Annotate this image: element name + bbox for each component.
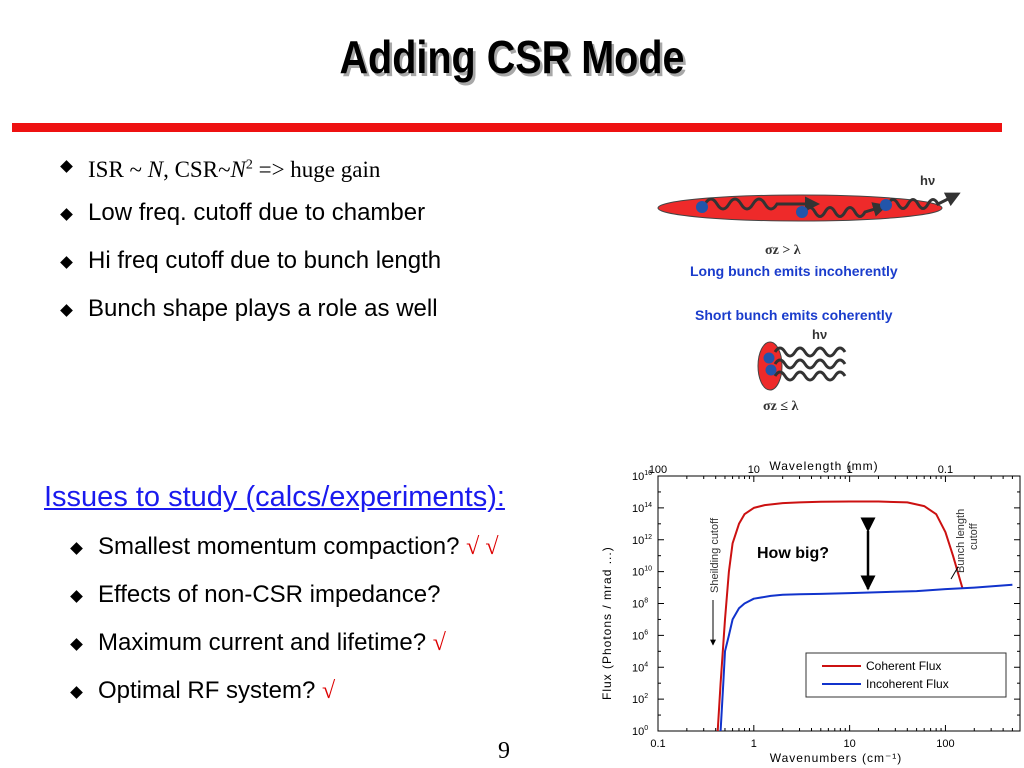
long-bunch-caption: Long bunch emits incoherently bbox=[690, 263, 898, 279]
series-line-1 bbox=[719, 583, 1013, 732]
bullet-text: Effects of non-CSR impedance? bbox=[98, 581, 441, 608]
top-tick-label: 1 bbox=[847, 464, 853, 476]
diamond-bullet-icon bbox=[60, 256, 73, 269]
top-tick-label: 0.1 bbox=[938, 464, 953, 476]
x-tick-label: 0.1 bbox=[650, 738, 665, 750]
diamond-bullet-icon bbox=[60, 304, 73, 317]
series-lines bbox=[716, 500, 1013, 732]
coherent-wave-2 bbox=[773, 358, 847, 370]
formula-exponent: 2 bbox=[245, 157, 253, 172]
shielding-cutoff-label: Sheilding cutoff bbox=[709, 517, 721, 593]
formula-part-isr: ISR ~ bbox=[88, 156, 148, 182]
y-tick-label: 1012 bbox=[632, 534, 652, 547]
y-tick-label: 102 bbox=[632, 693, 648, 706]
x-tick-label: 10 bbox=[844, 738, 856, 750]
legend-label-incoherent: Incoherent Flux bbox=[866, 677, 949, 691]
formula-n1: N bbox=[147, 156, 164, 182]
diamond-bullet-icon bbox=[70, 638, 83, 651]
bullet-text: Low freq. cutoff due to chamber bbox=[88, 199, 426, 226]
bullet-text: Bunch shape plays a role as well bbox=[88, 295, 438, 322]
long-bunch-condition: σz > λ bbox=[765, 243, 801, 258]
bullet-optimal-rf: Optimal RF system? √ bbox=[70, 676, 592, 724]
diamond-bullet-icon bbox=[70, 686, 83, 699]
legend-box bbox=[805, 652, 1007, 698]
slide-title: Adding CSR Mode bbox=[339, 31, 685, 83]
bullet-momentum-compaction: Smallest momentum compaction? √ √ bbox=[70, 532, 592, 580]
coherent-wave-1 bbox=[773, 346, 847, 358]
x-tick-label: 100 bbox=[936, 738, 954, 750]
top-tick-label: 10 bbox=[748, 464, 760, 476]
short-bunch-condition: σz ≤ λ bbox=[763, 399, 799, 414]
bunch-length-arrow bbox=[950, 566, 959, 580]
bunch-emission-diagram: hν σz > λ Long bunch emits incoherently … bbox=[657, 173, 961, 414]
bullet-text: Hi freq cutoff due to bunch length bbox=[88, 247, 442, 274]
bullet-text: Optimal RF system? bbox=[98, 677, 316, 704]
top-bullet-list: ISR ~ N, CSR~N2 => huge gain Low freq. c… bbox=[60, 150, 602, 342]
bullet-text: Maximum current and lifetime? bbox=[98, 629, 427, 656]
diamond-bullet-icon bbox=[70, 590, 83, 603]
top-axis-label: Wavelength (mm) bbox=[769, 459, 878, 473]
issues-heading: Issues to study (calcs/experiments): bbox=[44, 481, 505, 513]
wave-photon-1 bbox=[703, 196, 820, 212]
bunch-length-label-1: Bunch length bbox=[955, 509, 967, 573]
checkmark-icon: √ √ bbox=[466, 534, 499, 560]
coherent-wave-3 bbox=[773, 370, 847, 382]
legend-label-coherent: Coherent Flux bbox=[866, 659, 941, 673]
wave-photon-2 bbox=[803, 202, 888, 218]
wave-photon-3 bbox=[886, 192, 961, 210]
bullet-hi-freq-cutoff: Hi freq cutoff due to bunch length bbox=[60, 246, 602, 294]
bunch-length-label-2: cutoff bbox=[968, 522, 980, 550]
hv-label-bottom: hν bbox=[812, 327, 827, 342]
hv-label-top: hν bbox=[920, 173, 935, 188]
bullet-low-freq-cutoff: Low freq. cutoff due to chamber bbox=[60, 198, 602, 246]
y-tick-label: 100 bbox=[632, 725, 648, 738]
top-tick-label: 100 bbox=[649, 464, 667, 476]
formula-n2: N bbox=[230, 156, 246, 182]
issues-bullet-list: Smallest momentum compaction? √ √ Effect… bbox=[70, 532, 592, 724]
bullet-isr-csr: ISR ~ N, CSR~N2 => huge gain bbox=[60, 150, 602, 198]
isr-csr-formula: ISR ~ N, CSR~N2 => huge gain bbox=[88, 157, 380, 182]
how-big-label: How big? bbox=[757, 545, 829, 562]
x-tick-label: 1 bbox=[751, 738, 757, 750]
short-bunch-caption: Short bunch emits coherently bbox=[695, 307, 893, 323]
page-number: 9 bbox=[498, 738, 510, 764]
y-tick-label: 1010 bbox=[632, 566, 652, 579]
electron-dot bbox=[880, 199, 892, 211]
bullet-text: Smallest momentum compaction? bbox=[98, 533, 460, 560]
electron-dot bbox=[696, 201, 708, 213]
bullet-max-current-lifetime: Maximum current and lifetime? √ bbox=[70, 628, 592, 676]
diamond-bullet-icon bbox=[70, 542, 83, 555]
electron-dot bbox=[765, 364, 777, 376]
y-tick-label: 1014 bbox=[632, 502, 652, 515]
formula-part-gain: => huge gain bbox=[252, 156, 381, 182]
electron-dot bbox=[763, 352, 775, 364]
checkmark-icon: √ bbox=[432, 630, 446, 656]
formula-part-csr: , CSR~ bbox=[163, 156, 231, 182]
y-tick-label: 1016 bbox=[632, 470, 652, 483]
title-underline-rule bbox=[12, 123, 1002, 132]
diamond-bullet-icon bbox=[60, 208, 73, 221]
y-axis-label: Flux (Photons / mrad ...) bbox=[600, 546, 614, 700]
diamond-bullet-icon bbox=[60, 160, 73, 173]
bullet-non-csr-impedance: Effects of non-CSR impedance? bbox=[70, 580, 592, 628]
series-line-0 bbox=[716, 500, 964, 732]
y-tick-label: 106 bbox=[632, 629, 648, 642]
x-axis-label: Wavenumbers (cm⁻¹) bbox=[770, 751, 903, 765]
checkmark-icon: √ bbox=[322, 678, 336, 704]
electron-dot bbox=[796, 206, 808, 218]
y-tick-label: 108 bbox=[632, 598, 648, 611]
bullet-bunch-shape: Bunch shape plays a role as well bbox=[60, 294, 602, 342]
y-tick-label: 104 bbox=[632, 661, 648, 674]
